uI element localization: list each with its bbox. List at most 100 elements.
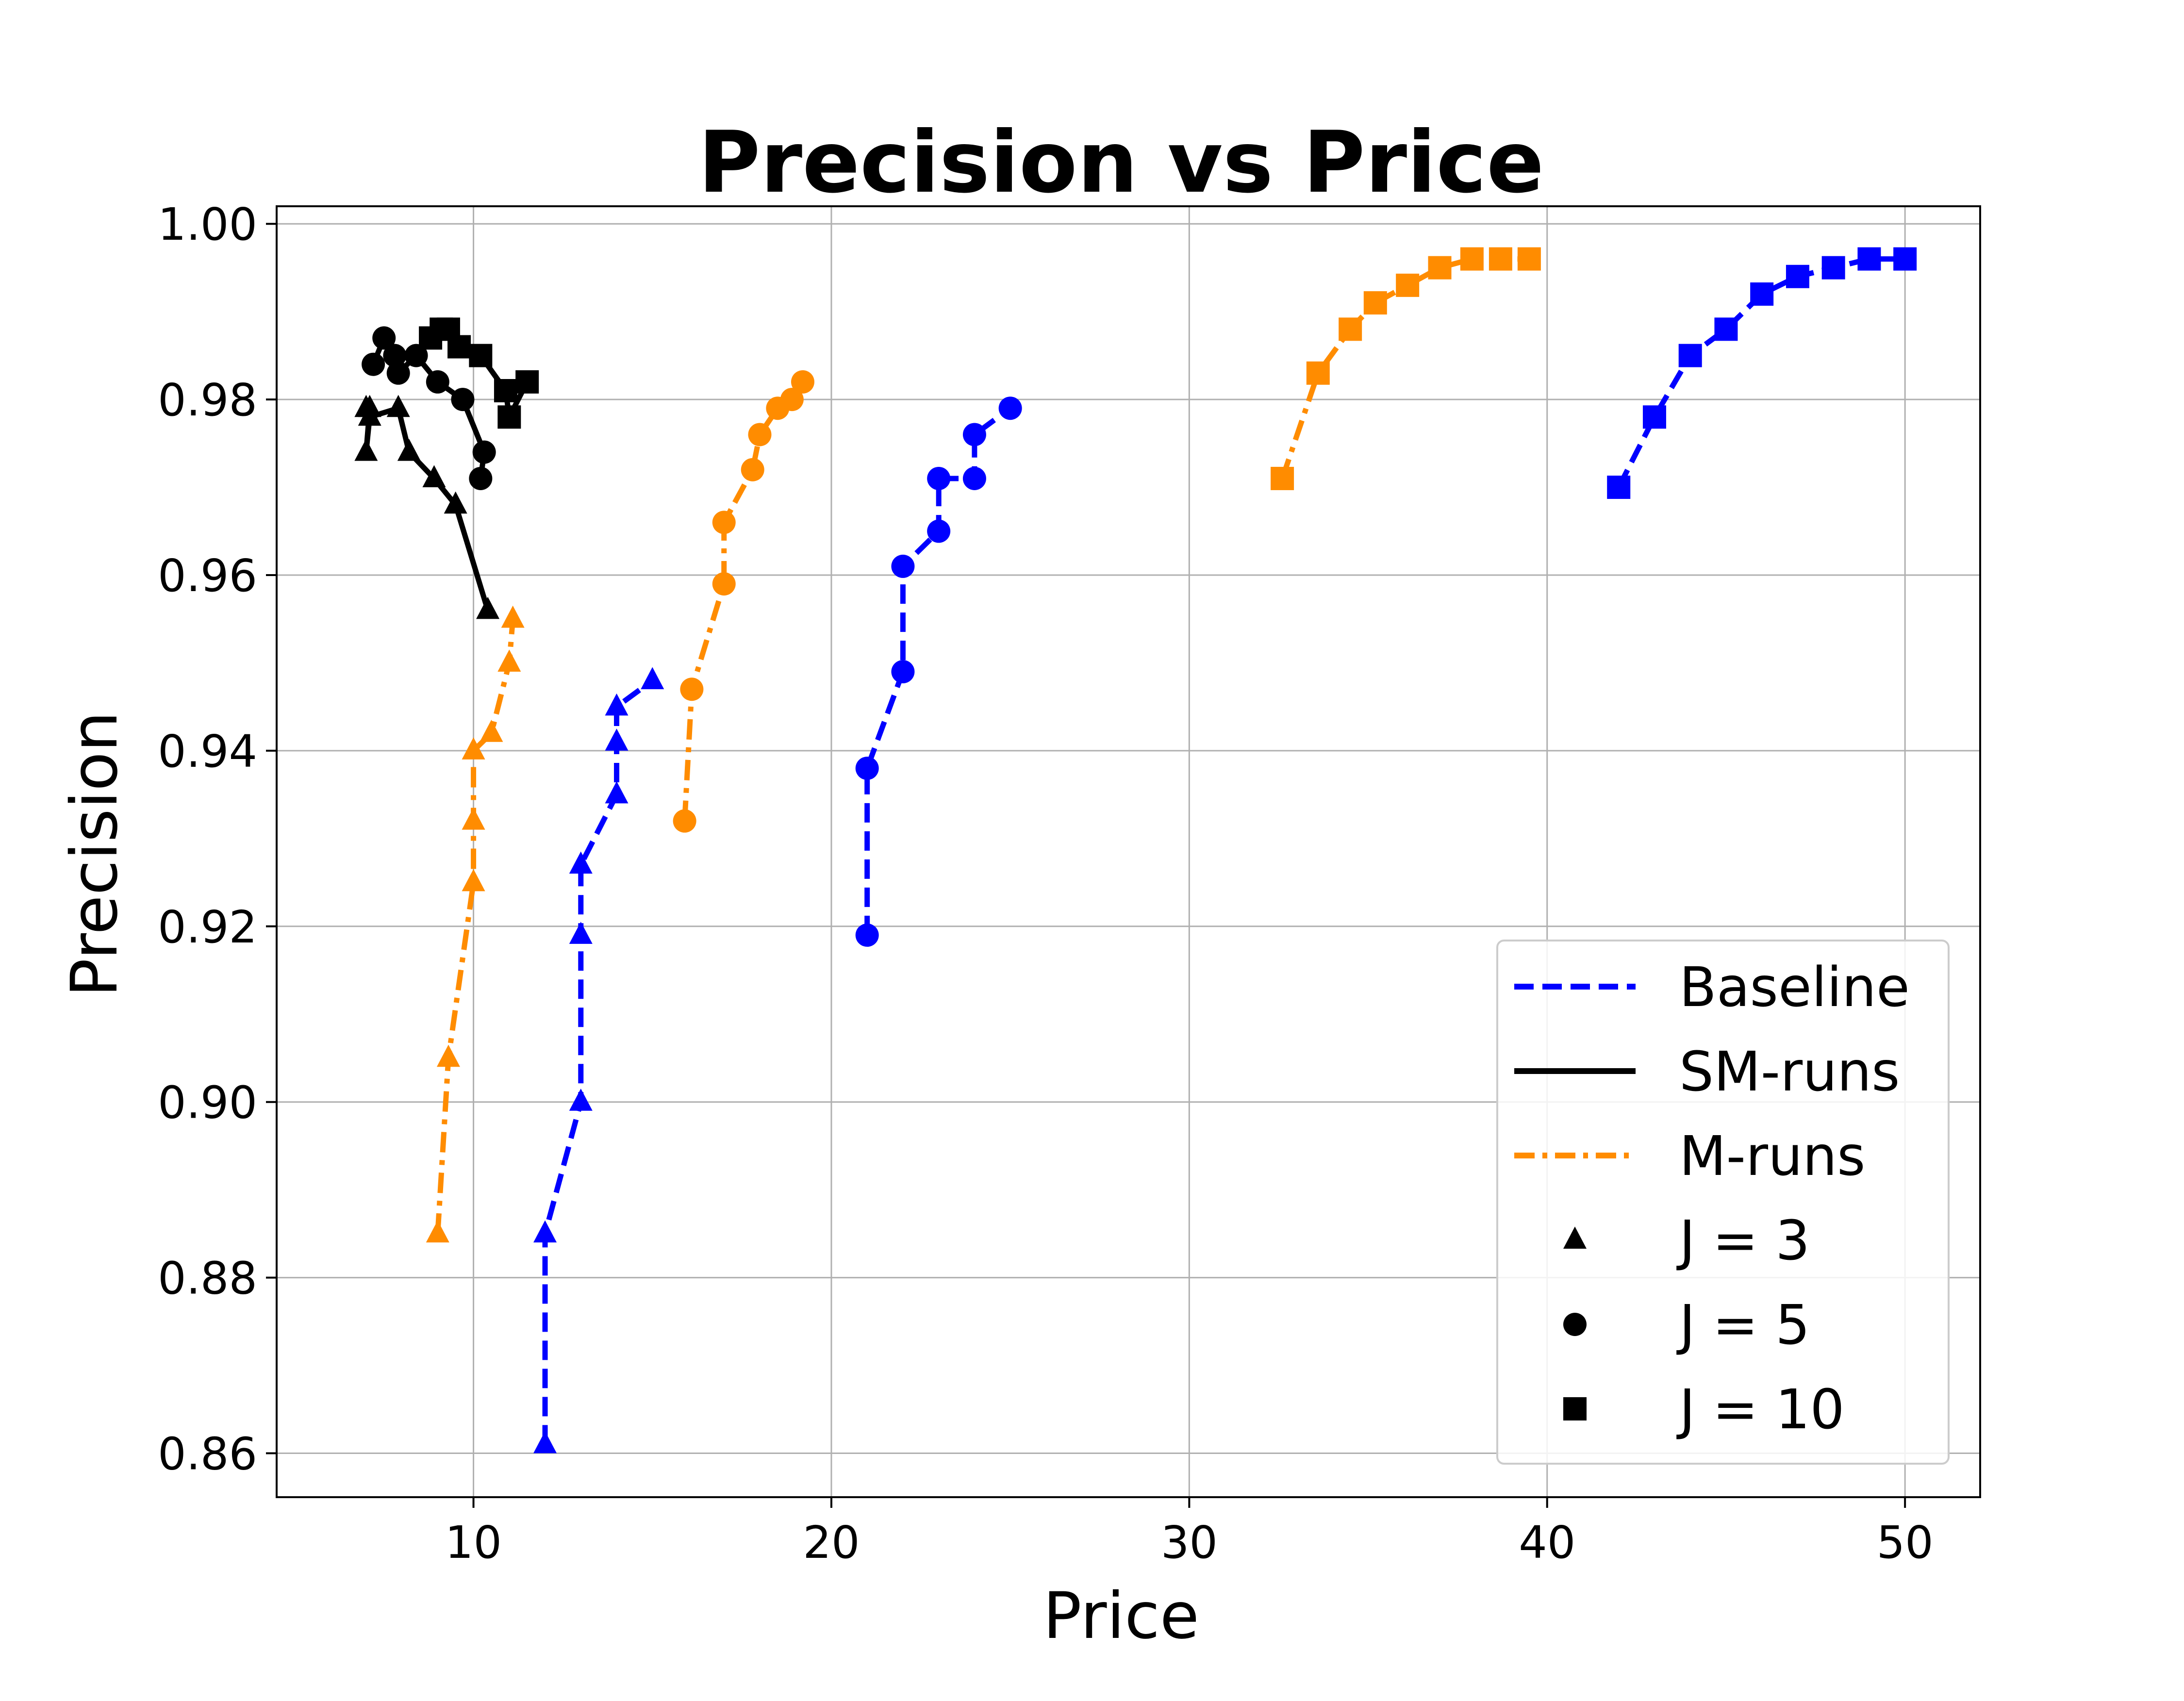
series-sm-runs-square	[419, 317, 539, 429]
data-point	[386, 361, 410, 385]
data-point	[605, 693, 629, 716]
data-point	[397, 439, 421, 461]
series-baseline-circle	[855, 396, 1022, 947]
data-point	[1857, 247, 1881, 271]
data-point	[569, 851, 593, 874]
grid	[277, 206, 1980, 1497]
data-point	[1517, 247, 1541, 271]
data-point	[426, 1220, 449, 1243]
data-point	[1339, 317, 1362, 341]
data-point	[422, 465, 446, 487]
x-tick-label: 40	[1519, 1517, 1575, 1569]
data-point	[891, 660, 915, 684]
data-point	[358, 403, 381, 426]
data-point	[447, 335, 471, 359]
y-tick-label: 0.88	[158, 1253, 257, 1305]
series-line	[682, 380, 805, 821]
data-point	[354, 439, 378, 461]
legend-marker-square	[1563, 1397, 1587, 1420]
data-point	[605, 728, 629, 751]
data-point	[712, 572, 736, 596]
data-point	[569, 922, 593, 944]
data-point	[1607, 476, 1631, 499]
data-point	[741, 458, 764, 481]
series-layer	[354, 247, 1917, 1453]
series-baseline-square	[1607, 247, 1917, 499]
data-point	[469, 344, 493, 367]
data-point	[927, 466, 951, 490]
series-line	[435, 619, 516, 1234]
data-point	[962, 466, 986, 490]
data-point	[469, 466, 493, 490]
data-point	[998, 396, 1022, 420]
data-point	[362, 352, 385, 376]
data-point	[712, 511, 736, 534]
legend-marker-circle	[1563, 1313, 1587, 1336]
data-point	[855, 757, 879, 780]
x-tick-label: 50	[1877, 1517, 1934, 1569]
x-tick-label: 30	[1161, 1517, 1218, 1569]
y-axis-label: Precision	[57, 711, 132, 997]
series-m-runs-triangle	[426, 605, 525, 1243]
series-baseline-triangle	[533, 667, 664, 1453]
data-point	[855, 923, 879, 947]
legend-label: SM-runs	[1679, 1040, 1900, 1104]
data-point	[497, 405, 521, 429]
data-point	[372, 326, 396, 350]
legend-item: M-runs	[1514, 1125, 1865, 1188]
data-point	[641, 667, 664, 690]
data-point	[533, 1431, 557, 1453]
data-point	[1678, 344, 1702, 367]
data-point	[1489, 247, 1512, 271]
data-point	[497, 649, 521, 672]
axis-ticks: 10 20 30 40 50 0.86 0.88 0.90 0.92 0.94 0.96 0.98 1.…	[158, 198, 1934, 1569]
data-point	[494, 379, 517, 402]
series-m-runs-circle	[673, 370, 814, 833]
data-point	[533, 1220, 557, 1243]
data-point	[1396, 273, 1420, 297]
series-m-runs-square	[1271, 247, 1541, 490]
y-tick-label: 0.96	[158, 550, 257, 602]
legend-label: Baseline	[1679, 956, 1910, 1019]
data-point	[891, 554, 915, 578]
data-point	[569, 1089, 593, 1111]
data-point	[1821, 256, 1845, 280]
y-tick-label: 0.90	[158, 1077, 257, 1129]
data-point	[1786, 264, 1809, 288]
y-tick-label: 1.00	[158, 198, 257, 250]
data-point	[501, 605, 525, 628]
legend-label: M-runs	[1679, 1125, 1865, 1188]
y-tick-label: 0.92	[158, 901, 257, 953]
data-point	[515, 370, 539, 394]
data-point	[444, 491, 467, 514]
data-point	[1714, 317, 1738, 341]
data-point	[1893, 247, 1917, 271]
data-point	[472, 440, 496, 464]
data-point	[680, 677, 704, 701]
data-point	[1363, 291, 1387, 315]
y-tick-label: 0.98	[158, 374, 257, 426]
legend-item: J = 3	[1563, 1209, 1810, 1272]
series-line	[542, 678, 654, 1445]
data-point	[480, 720, 503, 742]
series-sm-runs-circle	[362, 326, 496, 490]
data-point	[927, 519, 951, 543]
data-point	[1642, 405, 1666, 429]
y-tick-label: 0.94	[158, 726, 257, 777]
data-point	[404, 344, 428, 367]
data-point	[780, 388, 804, 412]
legend-item: J = 5	[1563, 1294, 1810, 1357]
data-point	[386, 395, 410, 417]
data-point	[426, 370, 449, 394]
legend-label: J = 3	[1676, 1209, 1810, 1272]
data-point	[436, 1044, 460, 1067]
legend-item: Baseline	[1514, 956, 1910, 1019]
x-tick-label: 10	[445, 1517, 502, 1569]
data-point	[1428, 256, 1452, 280]
legend: Baseline SM-runs M-runs J = 3 J = 5 J = 10	[1496, 940, 1950, 1465]
series-sm-runs-triangle	[354, 395, 500, 619]
y-tick-label: 0.86	[158, 1428, 257, 1480]
data-point	[1271, 466, 1294, 490]
